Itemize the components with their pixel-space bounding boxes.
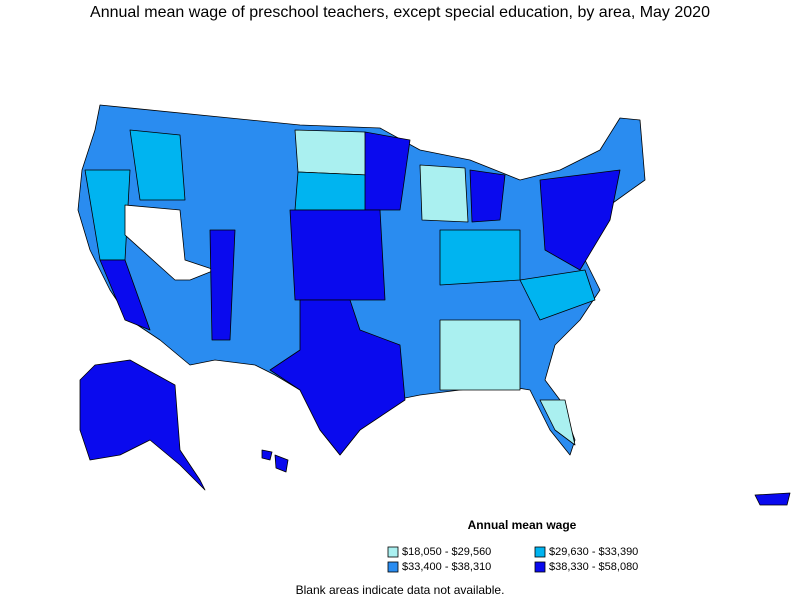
region: [364, 131, 411, 211]
region: [209, 229, 236, 341]
region: [129, 129, 186, 201]
region: [519, 269, 596, 321]
map: [77, 104, 791, 506]
region: [439, 229, 521, 286]
hawaii: [274, 454, 289, 473]
legend-label: $33,400 - $38,310: [402, 561, 491, 573]
alaska: [79, 359, 206, 491]
legend-label: $38,330 - $58,080: [549, 561, 638, 573]
region: [469, 169, 506, 223]
region: [99, 259, 151, 331]
legend-swatch: [387, 561, 399, 573]
legend-label: $29,630 - $33,390: [549, 546, 638, 558]
legend-swatch: [387, 546, 399, 558]
puerto-rico: [754, 492, 791, 506]
map-title: Annual mean wage of preschool teachers, …: [90, 4, 710, 21]
legend-title: Annual mean wage: [468, 518, 577, 532]
legend-label: $18,050 - $29,560: [402, 546, 491, 558]
region: [294, 171, 369, 211]
region: [419, 164, 469, 223]
region: [439, 319, 521, 391]
region: [289, 209, 386, 301]
footnote: Blank areas indicate data not available.: [296, 583, 505, 597]
region: [294, 129, 369, 176]
legend: $18,050 - $29,560 $29,630 - $33,390 $33,40…: [387, 546, 638, 573]
region: [539, 169, 621, 271]
legend-swatch: [534, 561, 546, 573]
region: [124, 204, 216, 281]
legend-swatch: [534, 546, 546, 558]
hawaii: [261, 449, 273, 461]
region: [269, 299, 406, 456]
region: [539, 399, 576, 446]
